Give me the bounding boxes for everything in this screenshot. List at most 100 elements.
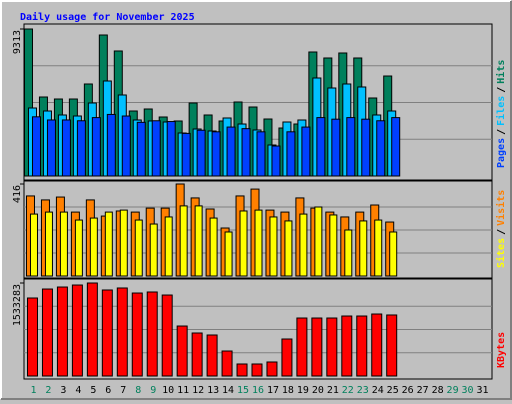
- bar: [181, 132, 191, 177]
- bar: [311, 317, 323, 377]
- bar: [166, 121, 176, 177]
- x-tick-label: 17: [267, 385, 279, 396]
- bar: [314, 206, 323, 277]
- bar: [74, 219, 83, 277]
- legend-separator: /: [496, 87, 507, 93]
- legend-entry: Sites: [495, 238, 507, 268]
- bar: [134, 219, 143, 277]
- bar: [29, 213, 38, 277]
- bar: [371, 313, 383, 377]
- y-max-label: 416: [12, 185, 23, 203]
- x-tick-label: 6: [105, 385, 111, 396]
- bar: [194, 205, 203, 277]
- bar: [224, 231, 233, 277]
- bar: [89, 217, 98, 277]
- legend-entry: Hits: [495, 60, 507, 84]
- bar: [346, 117, 356, 177]
- x-tick-label: 13: [207, 385, 219, 396]
- x-tick-label: 3: [60, 385, 66, 396]
- x-tick-label: 2: [45, 385, 51, 396]
- bar: [281, 338, 293, 377]
- bar: [26, 297, 38, 377]
- bar: [316, 117, 326, 177]
- chart-title: Daily usage for November 2025: [20, 11, 195, 23]
- x-tick-label: 9: [150, 385, 156, 396]
- x-tick-label: 12: [192, 385, 204, 396]
- bar: [44, 211, 53, 277]
- bar: [101, 289, 113, 377]
- bar: [236, 363, 248, 377]
- bar: [296, 317, 308, 377]
- bar: [31, 116, 41, 177]
- bar: [284, 220, 293, 277]
- bar: [266, 361, 278, 377]
- bar: [164, 216, 173, 277]
- x-tick-label: 8: [135, 385, 141, 396]
- y-max-label: 1533283: [12, 284, 23, 326]
- bar: [206, 334, 218, 377]
- bar: [226, 126, 236, 177]
- x-tick-label: 14: [222, 385, 234, 396]
- bar: [179, 205, 188, 277]
- bar: [196, 129, 206, 177]
- bar: [136, 121, 146, 177]
- x-tick-label: 18: [282, 385, 294, 396]
- bar: [241, 128, 251, 177]
- bar: [106, 113, 116, 177]
- bar: [269, 216, 278, 277]
- bar: [299, 213, 308, 277]
- x-tick-label: 26: [402, 385, 414, 396]
- x-tick-label: 29: [447, 385, 459, 396]
- x-tick-label: 20: [312, 385, 324, 396]
- bar: [256, 131, 266, 177]
- bar: [344, 229, 353, 277]
- x-tick-label: 21: [327, 385, 339, 396]
- bar: [374, 219, 383, 277]
- bar: [146, 291, 158, 377]
- x-tick-label: 27: [417, 385, 429, 396]
- bar: [104, 211, 113, 277]
- bar: [61, 119, 71, 177]
- bar: [46, 119, 56, 177]
- bar: [386, 314, 398, 377]
- legend: Pages / Files / Hits: [495, 60, 507, 168]
- bar: [86, 282, 98, 377]
- x-tick-label: 28: [432, 385, 444, 396]
- bar: [131, 292, 143, 377]
- bar: [121, 115, 131, 177]
- bar: [329, 214, 338, 277]
- bar: [56, 286, 68, 377]
- bar: [361, 118, 371, 177]
- x-tick-label: 16: [252, 385, 264, 396]
- legend: KBytes: [496, 332, 507, 368]
- bar: [271, 145, 281, 177]
- bar: [116, 287, 128, 377]
- bar: [341, 315, 353, 377]
- bar: [389, 231, 398, 277]
- bar: [59, 211, 68, 277]
- bar: [71, 284, 83, 377]
- x-tick-label: 15: [237, 385, 249, 396]
- y-max-label: 9313: [12, 30, 23, 54]
- bar: [149, 223, 158, 277]
- bar: [391, 117, 401, 177]
- x-tick-label: 5: [90, 385, 96, 396]
- x-tick-label: 4: [75, 385, 81, 396]
- legend-entry: Visits: [495, 190, 507, 226]
- x-tick-label: 19: [297, 385, 309, 396]
- legend-entry: Pages: [496, 138, 507, 168]
- x-tick-label: 25: [387, 385, 399, 396]
- bar: [376, 120, 386, 177]
- bar: [209, 217, 218, 277]
- x-tick-label: 7: [120, 385, 126, 396]
- legend-entry: KBytes: [496, 332, 507, 368]
- bar: [254, 209, 263, 277]
- bar: [41, 288, 53, 377]
- x-tick-label: 23: [357, 385, 369, 396]
- bar: [176, 325, 188, 377]
- legend-entry: Files: [495, 96, 507, 126]
- bar: [211, 131, 221, 177]
